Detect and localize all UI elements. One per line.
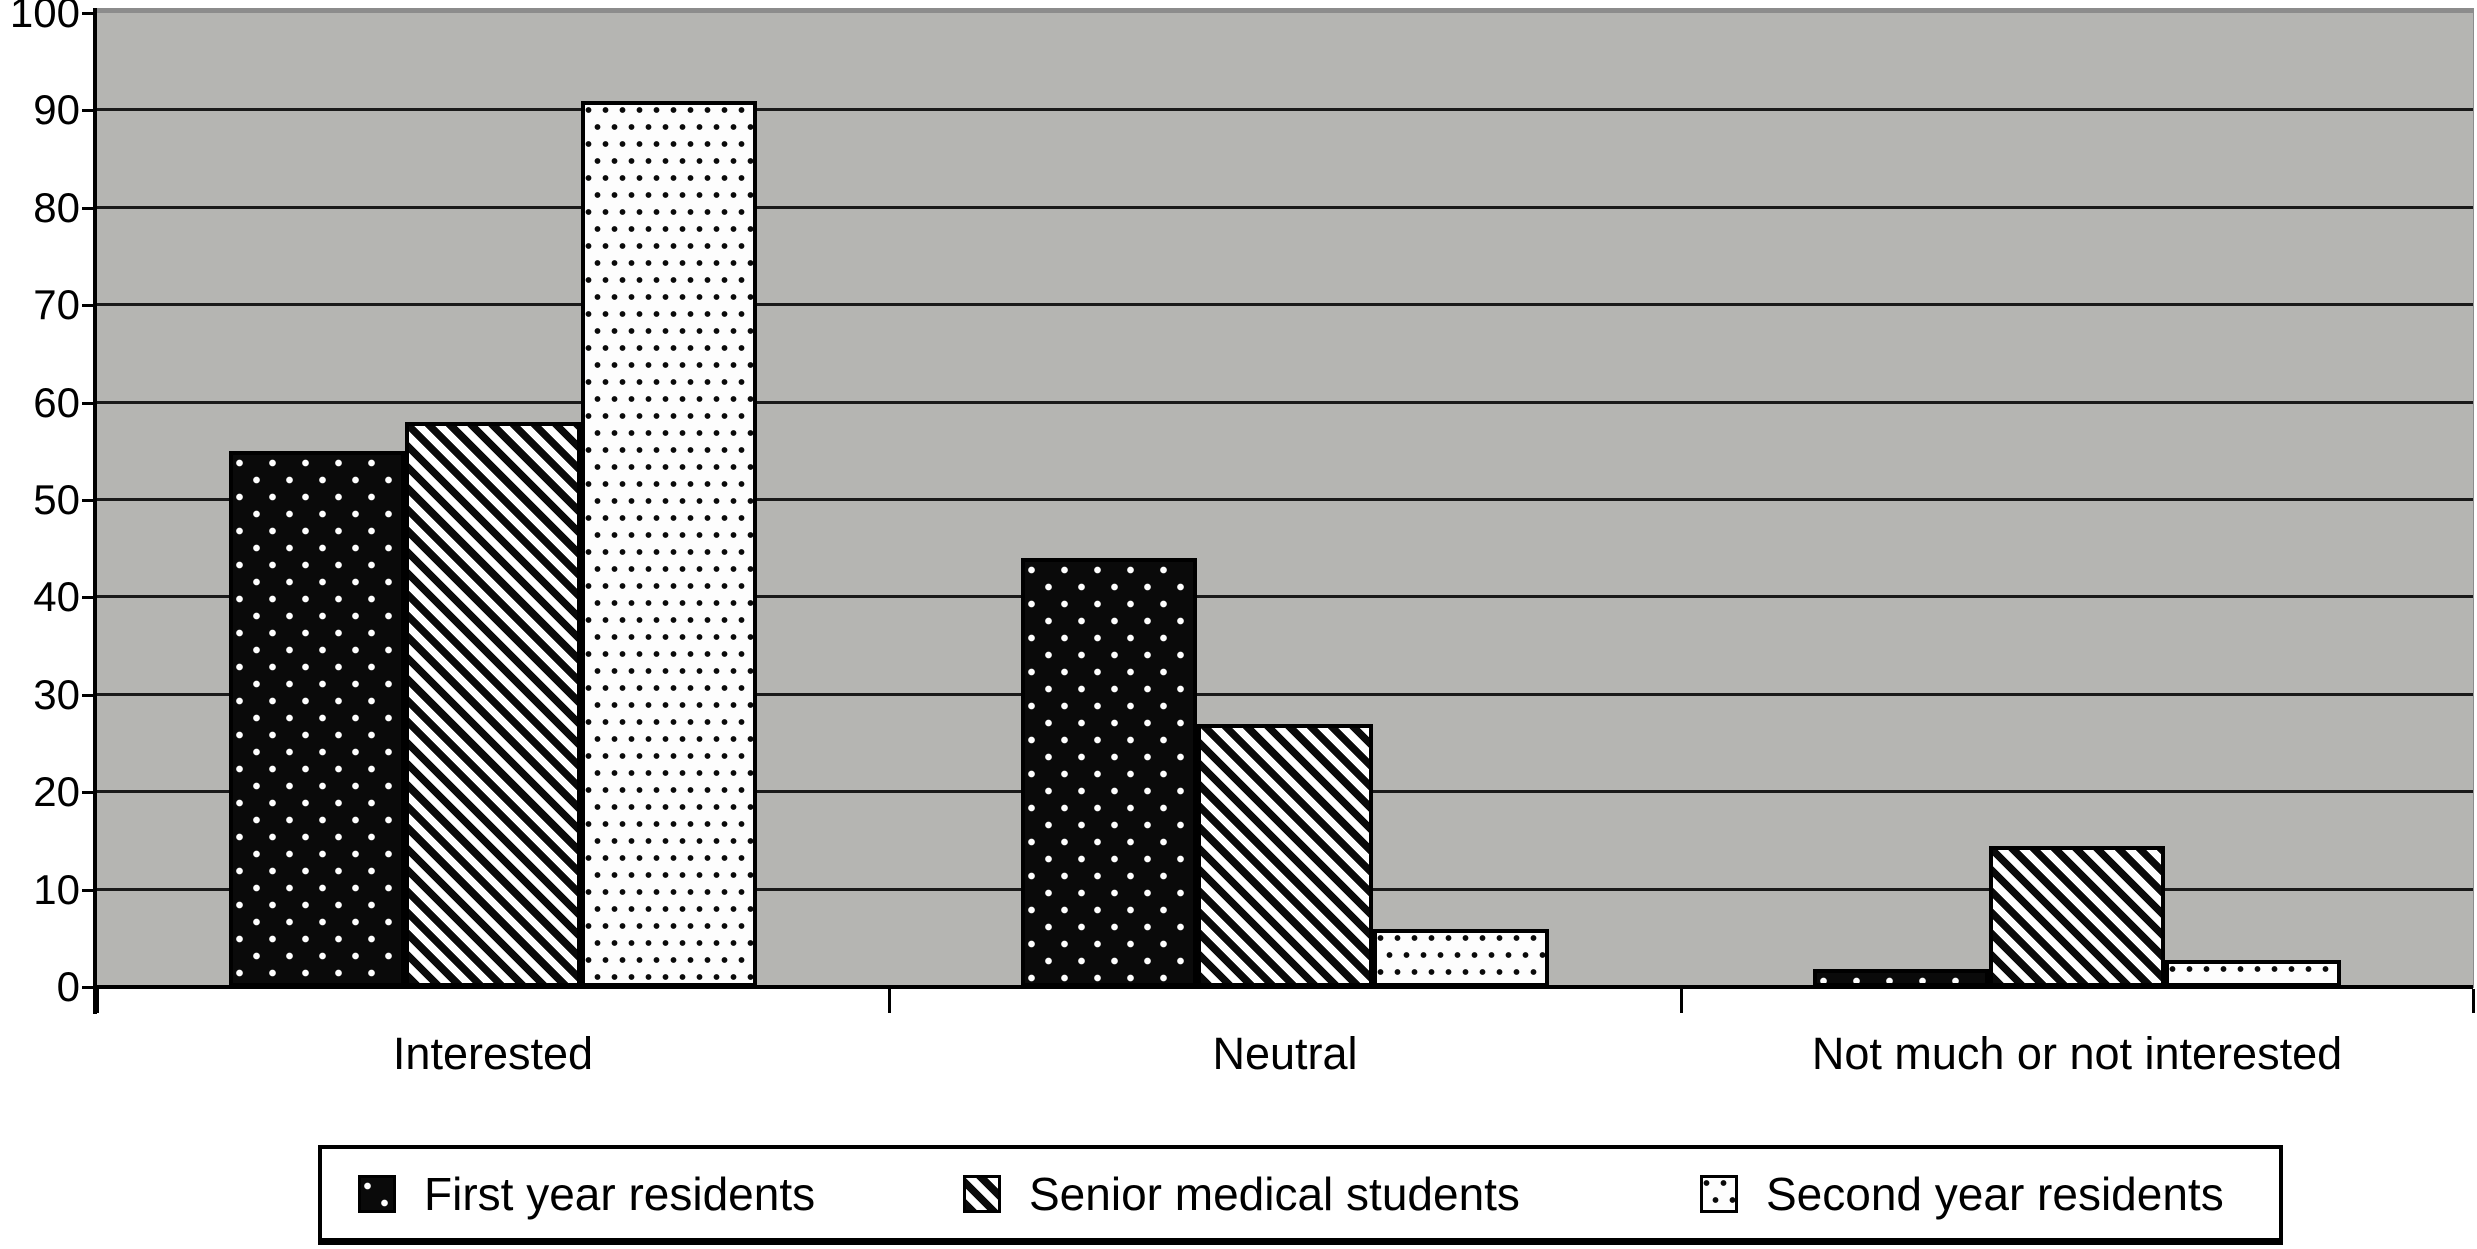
y-tick-mark-70 xyxy=(82,304,97,308)
legend: First year residents Senior medical stud… xyxy=(318,1145,2283,1245)
y-tick-label-30: 30 xyxy=(33,670,80,718)
x-tick-mark-0 xyxy=(96,989,99,1013)
legend-swatch-senior-medical-students xyxy=(963,1174,1001,1213)
y-tick-mark-30 xyxy=(82,693,97,697)
bar-senior-medical-students-not-much-or-not-interested xyxy=(1989,846,2165,987)
legend-swatch-first-year-residents xyxy=(358,1174,396,1213)
x-tick-mark-3 xyxy=(2472,989,2475,1013)
y-tick-label-0: 0 xyxy=(56,963,80,1010)
gridline-90 xyxy=(97,108,2473,112)
category-label-interested: Interested xyxy=(392,1028,594,1079)
y-tick-mark-90 xyxy=(82,109,97,113)
gridline-60 xyxy=(97,400,2473,404)
y-tick-label-100: 100 xyxy=(9,0,80,36)
bar-second-year-residents-neutral xyxy=(1373,929,1549,987)
legend-entry-first-year-residents: First year residents xyxy=(358,1149,815,1238)
y-tick-label-50: 50 xyxy=(33,476,80,523)
y-tick-label-10: 10 xyxy=(33,865,80,913)
y-tick-mark-80 xyxy=(82,206,97,210)
bar-second-year-residents-interested xyxy=(581,101,757,987)
legend-entry-second-year-residents: Second year residents xyxy=(1700,1149,2224,1238)
legend-label-second-year-residents: Second year residents xyxy=(1766,1167,2224,1220)
y-tick-mark-10 xyxy=(82,888,97,892)
y-tick-mark-50 xyxy=(82,499,97,502)
x-tick-mark-1 xyxy=(888,989,891,1013)
plot-area xyxy=(97,13,2473,987)
legend-label-first-year-residents: First year residents xyxy=(424,1167,816,1220)
bar-first-year-residents-interested xyxy=(229,451,405,987)
y-axis-line xyxy=(93,8,97,1014)
legend-swatch-second-year-residents xyxy=(1700,1174,1738,1213)
gridline-80 xyxy=(97,205,2473,209)
bar-second-year-residents-not-much-or-not-interested xyxy=(2165,960,2341,987)
gridline-30 xyxy=(97,692,2473,696)
y-tick-label-90: 90 xyxy=(33,86,80,134)
category-label-not-much-or-not-interested: Not much or not interested xyxy=(1811,1028,2343,1079)
y-tick-label-20: 20 xyxy=(33,768,80,816)
y-tick-mark-20 xyxy=(82,791,97,795)
gridline-40 xyxy=(97,595,2473,599)
x-tick-mark-2 xyxy=(1680,989,1683,1013)
y-tick-mark-0 xyxy=(82,986,97,989)
legend-label-senior-medical-students: Senior medical students xyxy=(1029,1167,1520,1220)
legend-entry-senior-medical-students: Senior medical students xyxy=(963,1149,1520,1238)
gridline-70 xyxy=(97,303,2473,307)
category-label-neutral: Neutral xyxy=(1212,1028,1358,1079)
y-tick-label-40: 40 xyxy=(33,573,80,621)
bar-senior-medical-students-neutral xyxy=(1197,724,1373,987)
y-tick-label-60: 60 xyxy=(33,378,80,426)
bar-first-year-residents-neutral xyxy=(1021,558,1197,987)
x-axis-line xyxy=(93,985,2473,989)
y-tick-mark-60 xyxy=(82,401,97,405)
y-tick-mark-40 xyxy=(82,596,97,600)
gridline-50 xyxy=(97,498,2473,501)
y-tick-mark-100 xyxy=(82,12,97,15)
bar-senior-medical-students-interested xyxy=(405,422,581,987)
plot-border-top xyxy=(97,8,2474,14)
y-tick-label-70: 70 xyxy=(33,281,80,329)
y-tick-label-80: 80 xyxy=(33,183,80,231)
